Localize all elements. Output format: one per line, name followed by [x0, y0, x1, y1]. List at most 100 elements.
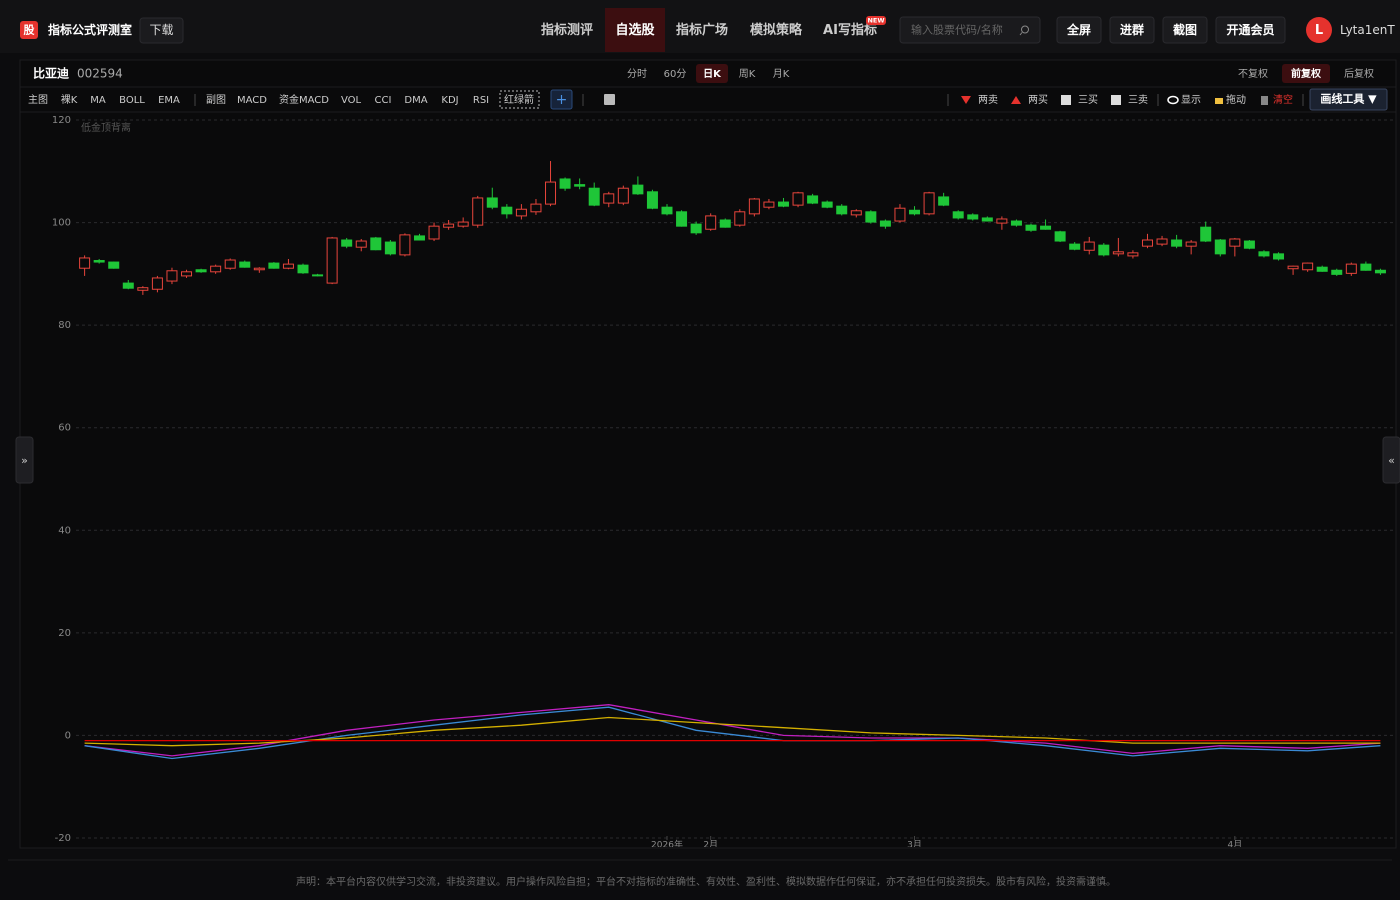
- clear-button[interactable]: 清空: [1273, 93, 1293, 106]
- main-indicator[interactable]: 裸K: [61, 93, 78, 106]
- side-toggle[interactable]: [1382, 436, 1400, 484]
- sub-indicator[interactable]: DMA: [404, 95, 427, 106]
- draw-tool-label[interactable]: 画线工具 ▼: [1320, 92, 1377, 106]
- nav-item[interactable]: 指标广场: [676, 22, 728, 38]
- candle-body: [530, 203, 542, 213]
- candle-body: [413, 235, 425, 241]
- candle-body: [938, 196, 950, 206]
- candle-body: [268, 262, 280, 269]
- draw-tool-button[interactable]: [1309, 88, 1388, 111]
- candle-body: [443, 223, 455, 228]
- candle-body: [1054, 231, 1066, 242]
- header-button-label[interactable]: 进群: [1120, 22, 1144, 37]
- y-tick-label: 0: [65, 730, 71, 741]
- signal-icon: [1011, 96, 1021, 104]
- new-badge-bg: [866, 16, 886, 25]
- candle-body: [559, 178, 571, 189]
- sub-indicator[interactable]: CCI: [375, 95, 392, 106]
- signal-button[interactable]: 两买: [1028, 94, 1048, 106]
- candle-body: [1243, 240, 1255, 249]
- download[interactable]: 下载: [149, 23, 173, 37]
- candle-body: [122, 282, 134, 289]
- candle-body: [981, 217, 993, 222]
- period-active: [696, 64, 728, 83]
- signal-button[interactable]: 两卖: [978, 94, 998, 106]
- candle-body: [821, 201, 833, 208]
- main-indicator[interactable]: BOLL: [119, 95, 145, 106]
- sub-indicator[interactable]: MACD: [237, 95, 267, 106]
- sub-indicator[interactable]: RSI: [473, 95, 489, 106]
- indicator-line: [84, 706, 1381, 760]
- candle-body: [748, 198, 760, 215]
- period[interactable]: 周K: [739, 68, 756, 80]
- side-toggle-label[interactable]: »: [21, 454, 28, 467]
- signal-button[interactable]: 三买: [1078, 94, 1098, 106]
- candle-body: [1214, 239, 1226, 255]
- candle-body: [1229, 238, 1241, 247]
- header-button-label[interactable]: 全屏: [1066, 22, 1091, 37]
- candle-body: [1127, 252, 1139, 257]
- logo: [20, 21, 38, 39]
- add-label[interactable]: +: [556, 92, 568, 108]
- nav-item[interactable]: 指标测评: [541, 22, 593, 38]
- period[interactable]: 日K: [703, 68, 722, 80]
- candle-body: [79, 257, 91, 269]
- show-button[interactable]: 显示: [1181, 94, 1201, 106]
- candle-body: [399, 234, 411, 256]
- candle-body: [646, 191, 658, 209]
- period[interactable]: 60分: [664, 68, 687, 80]
- add-button[interactable]: [550, 89, 573, 110]
- candle-body: [690, 223, 702, 234]
- search-box[interactable]: [899, 16, 1041, 44]
- header-button-label[interactable]: 截图: [1173, 22, 1197, 37]
- candle-body: [355, 240, 367, 248]
- sub-indicator[interactable]: VOL: [341, 95, 362, 106]
- sub-indicator[interactable]: 红绿箭: [504, 93, 534, 106]
- candle-body: [894, 207, 906, 222]
- drag-button[interactable]: 拖动: [1226, 93, 1246, 106]
- avatar[interactable]: [1306, 17, 1332, 43]
- candle-body: [1374, 269, 1386, 274]
- signal-button[interactable]: 三卖: [1128, 94, 1148, 106]
- sub-indicator[interactable]: KDJ: [441, 95, 458, 106]
- stock-name: 比亚迪: [33, 66, 69, 81]
- nav-item[interactable]: 模拟策略: [750, 22, 803, 38]
- adjust[interactable]: 后复权: [1344, 67, 1374, 80]
- x-tick-label: 2月: [703, 840, 718, 851]
- side-toggle[interactable]: [15, 436, 34, 484]
- header-button[interactable]: [1162, 16, 1208, 44]
- search-placeholder[interactable]: 输入股票代码/名称: [911, 23, 1003, 37]
- lock-icon: [1215, 98, 1223, 104]
- y-tick-label: 100: [52, 218, 71, 229]
- candle-body: [661, 206, 673, 215]
- side-toggle-label[interactable]: «: [1388, 454, 1395, 467]
- header-button[interactable]: [1215, 16, 1286, 44]
- nav-item[interactable]: AI写指标: [823, 22, 877, 38]
- candle-body: [137, 287, 149, 291]
- header-button[interactable]: [1109, 16, 1155, 44]
- period[interactable]: 月K: [773, 68, 790, 80]
- candle-body: [923, 192, 935, 215]
- adjust[interactable]: 不复权: [1238, 67, 1268, 80]
- download-button[interactable]: [139, 17, 184, 44]
- candle-body: [501, 206, 513, 215]
- main-indicator[interactable]: MA: [90, 95, 106, 106]
- candle-body: [1200, 226, 1212, 242]
- candle-body: [312, 274, 324, 277]
- adjust[interactable]: 前复权: [1291, 67, 1322, 80]
- candle-body: [967, 214, 979, 220]
- header-button-label[interactable]: 开通会员: [1226, 22, 1274, 37]
- nav-item[interactable]: 自选股: [615, 22, 654, 38]
- candle-body: [1345, 263, 1357, 274]
- save-icon[interactable]: [604, 94, 615, 105]
- main-indicator[interactable]: EMA: [158, 95, 180, 106]
- period[interactable]: 分时: [627, 68, 647, 80]
- sub-indicator[interactable]: 资金MACD: [279, 93, 329, 106]
- candle-body: [108, 261, 120, 269]
- y-tick-label: 80: [58, 320, 71, 331]
- candle-body: [879, 220, 891, 227]
- header-button[interactable]: [1056, 16, 1102, 44]
- candle-body: [1112, 251, 1124, 255]
